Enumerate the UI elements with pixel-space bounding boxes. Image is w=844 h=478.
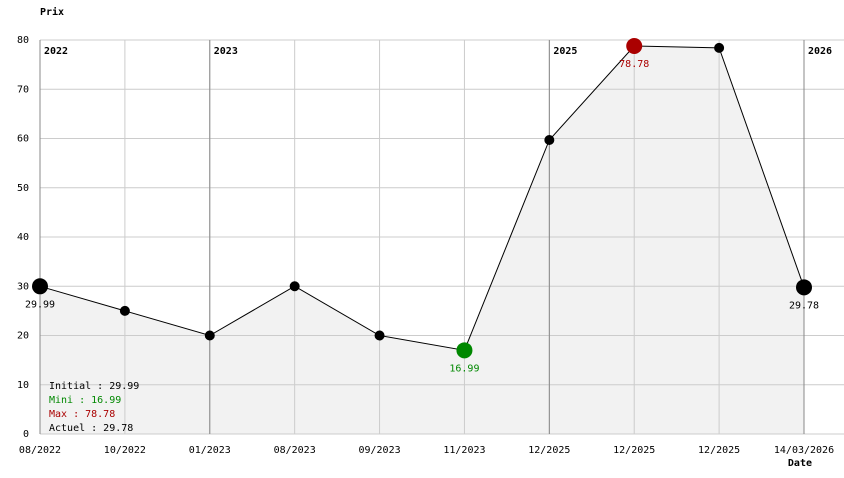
year-label: 2026 <box>808 46 832 57</box>
point <box>626 38 643 55</box>
point <box>289 281 300 292</box>
y-tick-label: 60 <box>17 134 29 145</box>
data-label: 29.99 <box>25 299 55 310</box>
y-tick-label: 0 <box>23 429 29 440</box>
x-tick-label: 01/2023 <box>189 445 231 456</box>
summary-line: Mini : 16.99 <box>49 395 121 406</box>
y-tick-label: 50 <box>17 183 29 194</box>
point <box>544 134 555 145</box>
x-tick-label: 12/2025 <box>528 445 570 456</box>
x-tick-label: 12/2025 <box>613 445 655 456</box>
data-label: 29.78 <box>789 300 819 311</box>
summary-line: Initial : 29.99 <box>49 381 139 392</box>
y-tick-label: 80 <box>17 35 29 46</box>
summary-line: Actuel : 29.78 <box>49 423 133 434</box>
point <box>32 278 48 295</box>
line <box>39 45 805 351</box>
y-axis-label: Prix <box>40 6 64 18</box>
point <box>204 330 215 341</box>
x-tick-label: 09/2023 <box>358 445 400 456</box>
area <box>40 46 804 435</box>
y-tick-label: 10 <box>17 380 29 391</box>
summary-line: Max : 78.78 <box>49 409 115 420</box>
year-label: 2022 <box>44 46 68 57</box>
y-tick-label: 70 <box>17 84 29 95</box>
year-label: 2025 <box>553 46 577 57</box>
y-tick-label: 30 <box>17 281 29 292</box>
x-tick-label: 08/2022 <box>19 445 61 456</box>
x-axis-label: Date <box>788 458 812 469</box>
x-tick-label: 11/2023 <box>443 445 485 456</box>
data-label: 78.78 <box>619 59 649 70</box>
data-label: 16.99 <box>449 363 479 374</box>
point <box>456 342 473 359</box>
x-tick-label: 08/2023 <box>274 445 316 456</box>
point <box>714 42 725 53</box>
year-label: 2023 <box>214 46 238 57</box>
y-tick-label: 20 <box>17 331 29 342</box>
point <box>374 330 385 341</box>
point <box>796 279 812 296</box>
x-tick-label: 10/2022 <box>104 445 146 456</box>
y-tick-label: 40 <box>17 232 29 243</box>
x-tick-label: 14/03/2026 <box>774 445 834 456</box>
x-tick-label: 12/2025 <box>698 445 740 456</box>
point <box>119 305 130 316</box>
